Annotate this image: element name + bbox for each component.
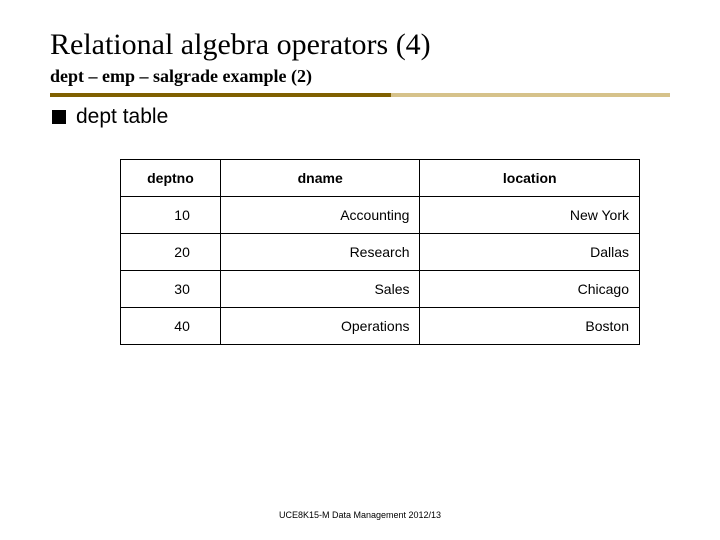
table-row: 30 Sales Chicago xyxy=(121,271,640,308)
cell-location: Chicago xyxy=(420,271,640,308)
cell-deptno: 20 xyxy=(121,234,221,271)
slide: Relational algebra operators (4) dept – … xyxy=(0,0,720,540)
square-bullet-icon xyxy=(52,110,66,124)
divider-dark-segment xyxy=(50,93,391,97)
table-row: 10 Accounting New York xyxy=(121,197,640,234)
cell-location: New York xyxy=(420,197,640,234)
table-header-row: deptno dname location xyxy=(121,160,640,197)
cell-location: Boston xyxy=(420,308,640,345)
slide-footer: UCE8K15-M Data Management 2012/13 xyxy=(0,510,720,520)
table-row: 40 Operations Boston xyxy=(121,308,640,345)
cell-dname: Research xyxy=(220,234,420,271)
col-header-location: location xyxy=(420,160,640,197)
dept-table: deptno dname location 10 Accounting New … xyxy=(120,159,640,345)
section-heading: dept table xyxy=(52,105,670,129)
cell-deptno: 40 xyxy=(121,308,221,345)
slide-subtitle: dept – emp – salgrade example (2) xyxy=(50,66,670,87)
dept-table-container: deptno dname location 10 Accounting New … xyxy=(120,159,640,345)
col-header-dname: dname xyxy=(220,160,420,197)
cell-dname: Operations xyxy=(220,308,420,345)
divider-rule xyxy=(50,93,670,97)
col-header-deptno: deptno xyxy=(121,160,221,197)
cell-location: Dallas xyxy=(420,234,640,271)
table-row: 20 Research Dallas xyxy=(121,234,640,271)
cell-dname: Sales xyxy=(220,271,420,308)
cell-dname: Accounting xyxy=(220,197,420,234)
cell-deptno: 30 xyxy=(121,271,221,308)
cell-deptno: 10 xyxy=(121,197,221,234)
section-label: dept table xyxy=(76,105,168,129)
divider-light-segment xyxy=(391,93,670,97)
slide-title: Relational algebra operators (4) xyxy=(50,28,670,62)
